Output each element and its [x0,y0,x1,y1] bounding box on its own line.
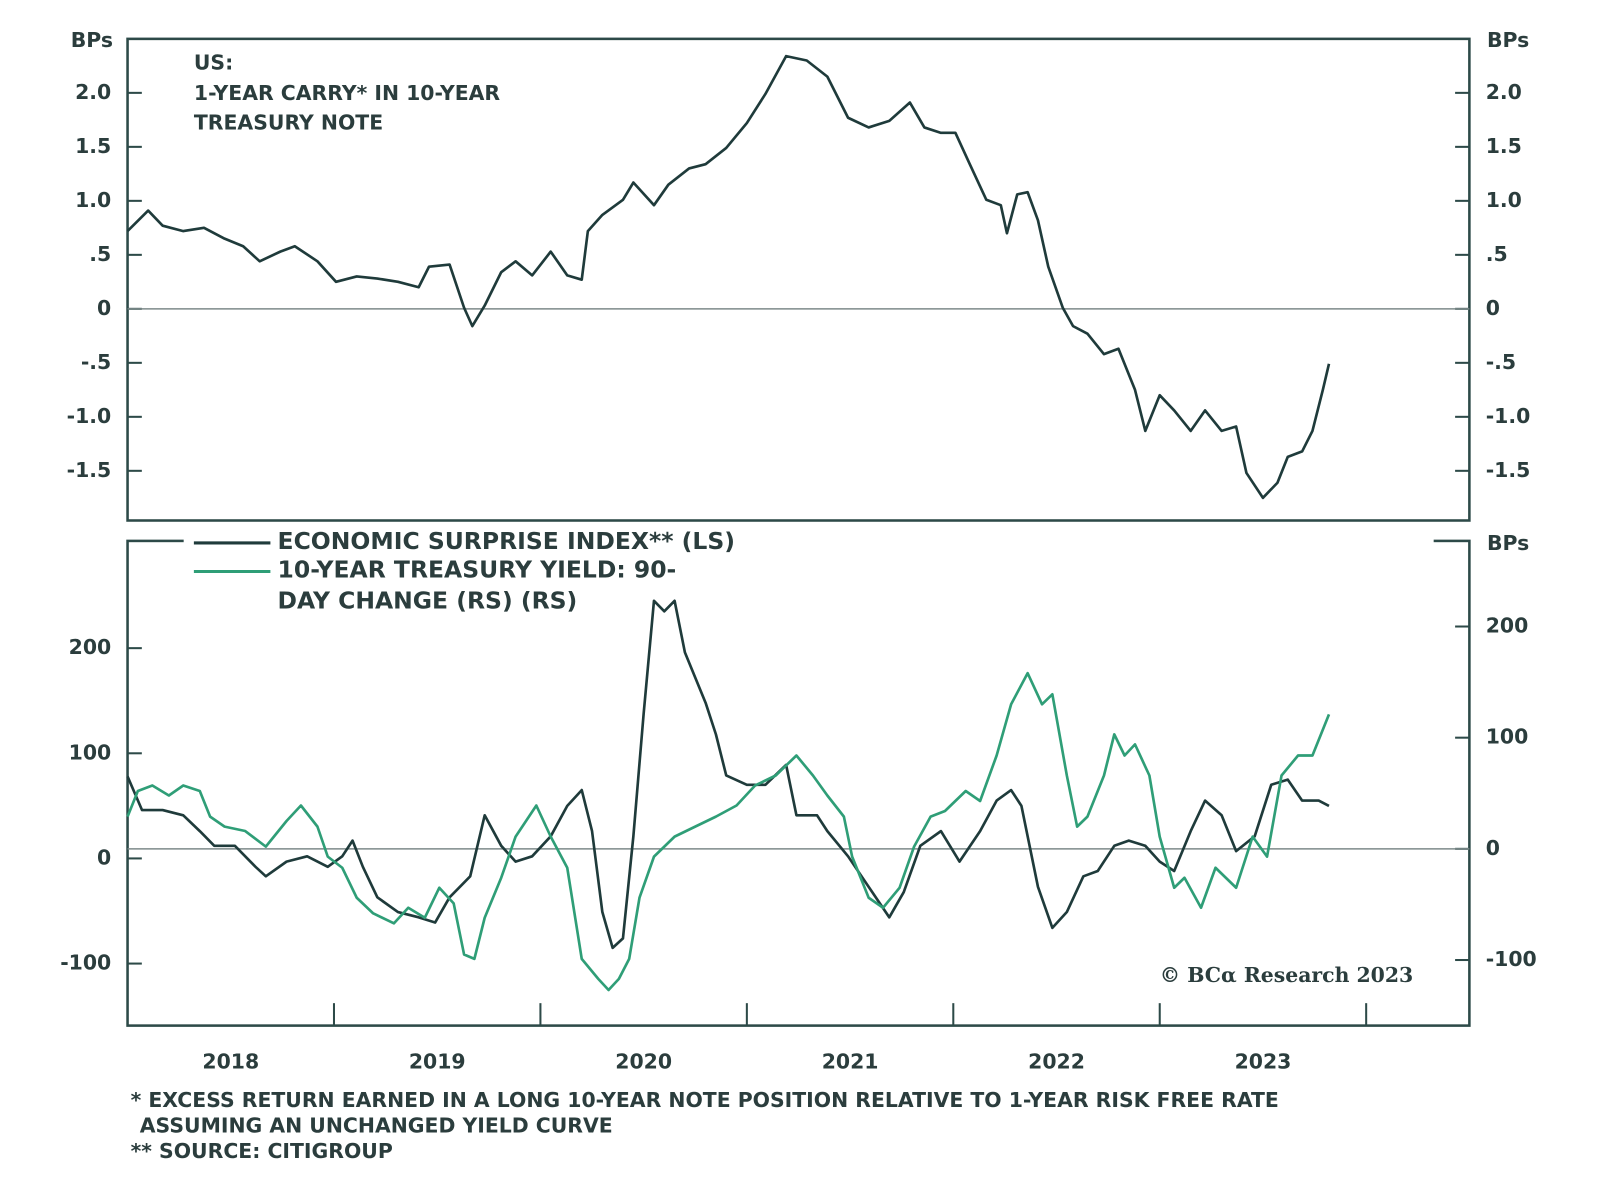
y-tick-label: -100 [60,951,111,975]
y-tick-label: 1.5 [75,134,111,158]
y2-tick-label: 100 [1486,725,1529,749]
y-tick-label: 100 [69,740,112,764]
y-tick-label: 0 [97,296,111,320]
legend-label: 10-YEAR TREASURY YIELD: 90-DAY CHANGE (R… [277,557,677,615]
y2-tick-label: -.5 [1486,350,1516,374]
y-tick-label: .5 [89,242,111,266]
x-tick-label: 2018 [202,1049,259,1073]
y2-axis-label: BPs [1487,28,1529,52]
footnote: ** SOURCE: CITIGROUP [131,1139,393,1163]
footnote: ASSUMING AN UNCHANGED YIELD CURVE [140,1114,613,1138]
x-tick-label: 2019 [409,1049,466,1073]
y2-tick-label: -1.5 [1486,458,1531,482]
y-tick-label: -1.0 [67,404,112,428]
series-line [126,599,1330,950]
y2-axis-label: BPs [1487,531,1529,555]
chart-title: TREASURY NOTE [194,111,383,135]
footnote: * EXCESS RETURN EARNED IN A LONG 10-YEAR… [131,1088,1279,1112]
legend-entry: ECONOMIC SURPRISE INDEX** (LS) [277,528,735,556]
y2-tick-label: 0 [1486,836,1500,860]
y-tick-label: -1.5 [67,458,112,482]
top-panel-frame [126,37,1471,522]
x-tick-label: 2023 [1235,1049,1292,1073]
y2-tick-label: -1.0 [1486,404,1531,428]
chart-title: US: [194,50,233,74]
y-tick-label: -.5 [81,350,111,374]
y2-tick-label: 200 [1486,614,1529,638]
y-tick-label: 200 [69,635,112,659]
chart-title: 1-YEAR CARRY* IN 10-YEAR [194,81,501,105]
panel-gap [183,522,1434,552]
source-mark: © BCα Research 2023 [1160,963,1414,987]
y-axis-label: BPs [71,28,113,52]
y2-tick-label: -100 [1486,947,1537,971]
y2-tick-label: 1.0 [1486,188,1522,212]
series-line [126,671,1331,992]
x-tick-label: 2022 [1028,1049,1085,1073]
legend-entry: 10-YEAR TREASURY YIELD: 90-DAY CHANGE (R… [277,557,677,615]
legend-label: ECONOMIC SURPRISE INDEX** (LS) [277,528,735,556]
x-tick-label: 2021 [822,1049,879,1073]
y2-tick-label: 1.5 [1486,134,1522,158]
x-tick-label: 2020 [615,1049,672,1073]
series-line [126,54,1331,500]
y2-tick-label: .5 [1486,242,1508,266]
y-tick-label: 2.0 [75,80,111,104]
y-tick-label: 0 [97,845,111,869]
y2-tick-label: 2.0 [1486,80,1522,104]
y-tick-label: 1.0 [75,188,111,212]
y2-tick-label: 0 [1486,296,1500,320]
